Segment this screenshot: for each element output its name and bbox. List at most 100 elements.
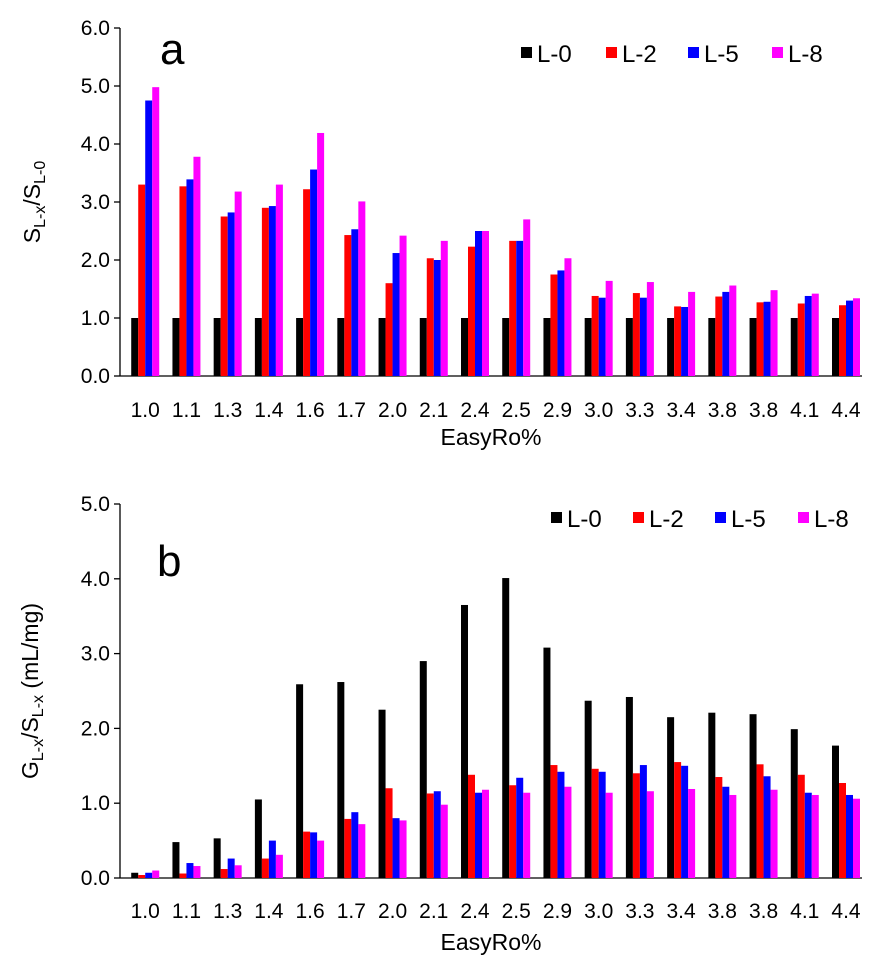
x-tick-label: 4.1 [790, 900, 819, 923]
bar-l-2-9 [509, 240, 517, 376]
bar-l-0-14 [708, 712, 716, 878]
x-tick-label: 3.8 [708, 900, 737, 923]
bar-l-2-13 [674, 306, 682, 376]
bar-l-8-9 [523, 219, 531, 376]
bar-l-8-5 [358, 201, 366, 376]
bar-l-2-0 [138, 184, 146, 376]
bar-l-8-1 [193, 866, 201, 878]
x-tick-label: 3.0 [584, 900, 613, 923]
bar-l-2-14 [715, 777, 723, 878]
bar-l-5-7 [433, 791, 441, 878]
bar-l-8-8 [482, 789, 489, 878]
bar-l-8-0 [152, 870, 160, 878]
y-tick-label: 3.0 [81, 643, 110, 666]
bar-l-2-4 [303, 831, 311, 878]
bar-l-2-12 [632, 773, 640, 878]
bar-l-2-5 [344, 818, 352, 878]
bar-l-2-8 [468, 774, 475, 878]
bar-l-2-11 [591, 768, 599, 878]
bar-l-0-8 [461, 604, 468, 878]
y-tick-label: 2.0 [81, 249, 110, 272]
bar-l-2-16 [797, 303, 805, 376]
bar-l-0-2 [213, 838, 221, 878]
x-tick-label: 2.1 [419, 900, 448, 923]
bar-l-5-4 [310, 169, 318, 376]
bar-l-2-7 [426, 793, 434, 878]
bar-l-8-10 [564, 786, 572, 878]
legend-label-l-2: L-2 [649, 506, 684, 533]
bar-l-0-0 [131, 318, 139, 376]
x-tick-label: 2.4 [460, 900, 490, 923]
bar-l-2-4 [303, 189, 311, 376]
y-tick-label: 1.0 [81, 307, 110, 330]
bar-l-8-14 [729, 285, 737, 376]
bar-l-8-6 [399, 235, 407, 376]
x-tick-label: 4.4 [831, 900, 861, 923]
y-tick-label: 6.0 [81, 17, 110, 40]
panel-a: 0.0 1.0 2.0 3.0 4.0 5.0 6.0 1.0 1.1 1.3 1.4 1.6 1.7 2… [19, 17, 862, 450]
bar-l-0-6 [378, 709, 386, 878]
x-tick-label: 2.4 [460, 399, 490, 422]
x-tick-label: 1.7 [337, 900, 366, 923]
bar-l-8-7 [440, 804, 448, 878]
legend-swatch-l-8 [798, 512, 809, 523]
bar-l-8-12 [646, 282, 654, 376]
bar-l-0-17 [832, 318, 839, 376]
bar-l-5-13 [681, 765, 689, 878]
bar-l-5-10 [557, 270, 565, 376]
x-tick-label: 1.4 [254, 399, 284, 422]
bar-l-5-3 [268, 840, 276, 878]
bar-l-0-17 [832, 745, 839, 878]
bar-l-5-8 [475, 231, 482, 376]
bar-l-0-9 [502, 318, 510, 376]
x-tick-label: 3.4 [667, 399, 697, 422]
bar-l-0-16 [790, 729, 798, 878]
x-tick-label: 1.0 [131, 399, 160, 422]
bar-l-2-6 [385, 788, 393, 878]
x-tick-label: 3.3 [625, 399, 654, 422]
bar-l-5-16 [804, 295, 812, 376]
bar-l-2-17 [839, 783, 846, 878]
bar-l-5-14 [722, 786, 730, 878]
bar-l-8-16 [811, 794, 819, 878]
bar-l-2-15 [756, 302, 764, 376]
y-tick-label: 2.0 [81, 717, 110, 740]
y-tick-label: 5.0 [81, 493, 110, 516]
x-tick-label: 1.6 [296, 399, 325, 422]
bar-l-0-12 [625, 318, 633, 376]
x-tick-label: 1.4 [254, 900, 284, 923]
bar-l-2-9 [509, 785, 517, 878]
bar-l-8-4 [317, 840, 325, 878]
bar-l-2-16 [797, 774, 805, 878]
bar-l-8-5 [358, 824, 366, 878]
bar-l-2-6 [385, 283, 393, 376]
bar-l-2-0 [138, 875, 146, 878]
bar-l-8-11 [605, 792, 613, 878]
x-tick-label: 2.0 [378, 399, 407, 422]
legend-swatch-l-0 [521, 47, 532, 58]
bar-l-2-1 [179, 186, 187, 376]
bar-l-2-1 [179, 873, 187, 878]
legend-swatch-l-2 [606, 47, 617, 58]
bar-l-8-0 [152, 87, 160, 376]
bar-l-8-17 [853, 798, 860, 878]
legend-label-l-0: L-0 [567, 506, 602, 533]
bar-l-2-10 [550, 274, 558, 376]
x-axis-title: EasyRo% [441, 424, 542, 450]
bar-l-5-1 [186, 863, 194, 878]
y-tick-label: 0.0 [81, 365, 110, 388]
bar-l-5-16 [804, 792, 812, 878]
bar-l-5-0 [145, 100, 153, 376]
bar-l-5-15 [763, 301, 771, 376]
bar-l-5-15 [763, 776, 771, 878]
x-tick-label: 4.1 [790, 399, 819, 422]
panel-label: b [157, 537, 181, 586]
bar-l-8-15 [770, 290, 778, 376]
bar-l-8-3 [275, 184, 283, 376]
legend-label-l-5: L-5 [704, 41, 739, 68]
x-tick-label: 3.0 [584, 399, 613, 422]
bar-l-2-14 [715, 296, 723, 376]
x-tick-label: 1.0 [131, 900, 160, 923]
y-axis-title: GL-x/SL-x (mL/mg) [17, 603, 47, 779]
